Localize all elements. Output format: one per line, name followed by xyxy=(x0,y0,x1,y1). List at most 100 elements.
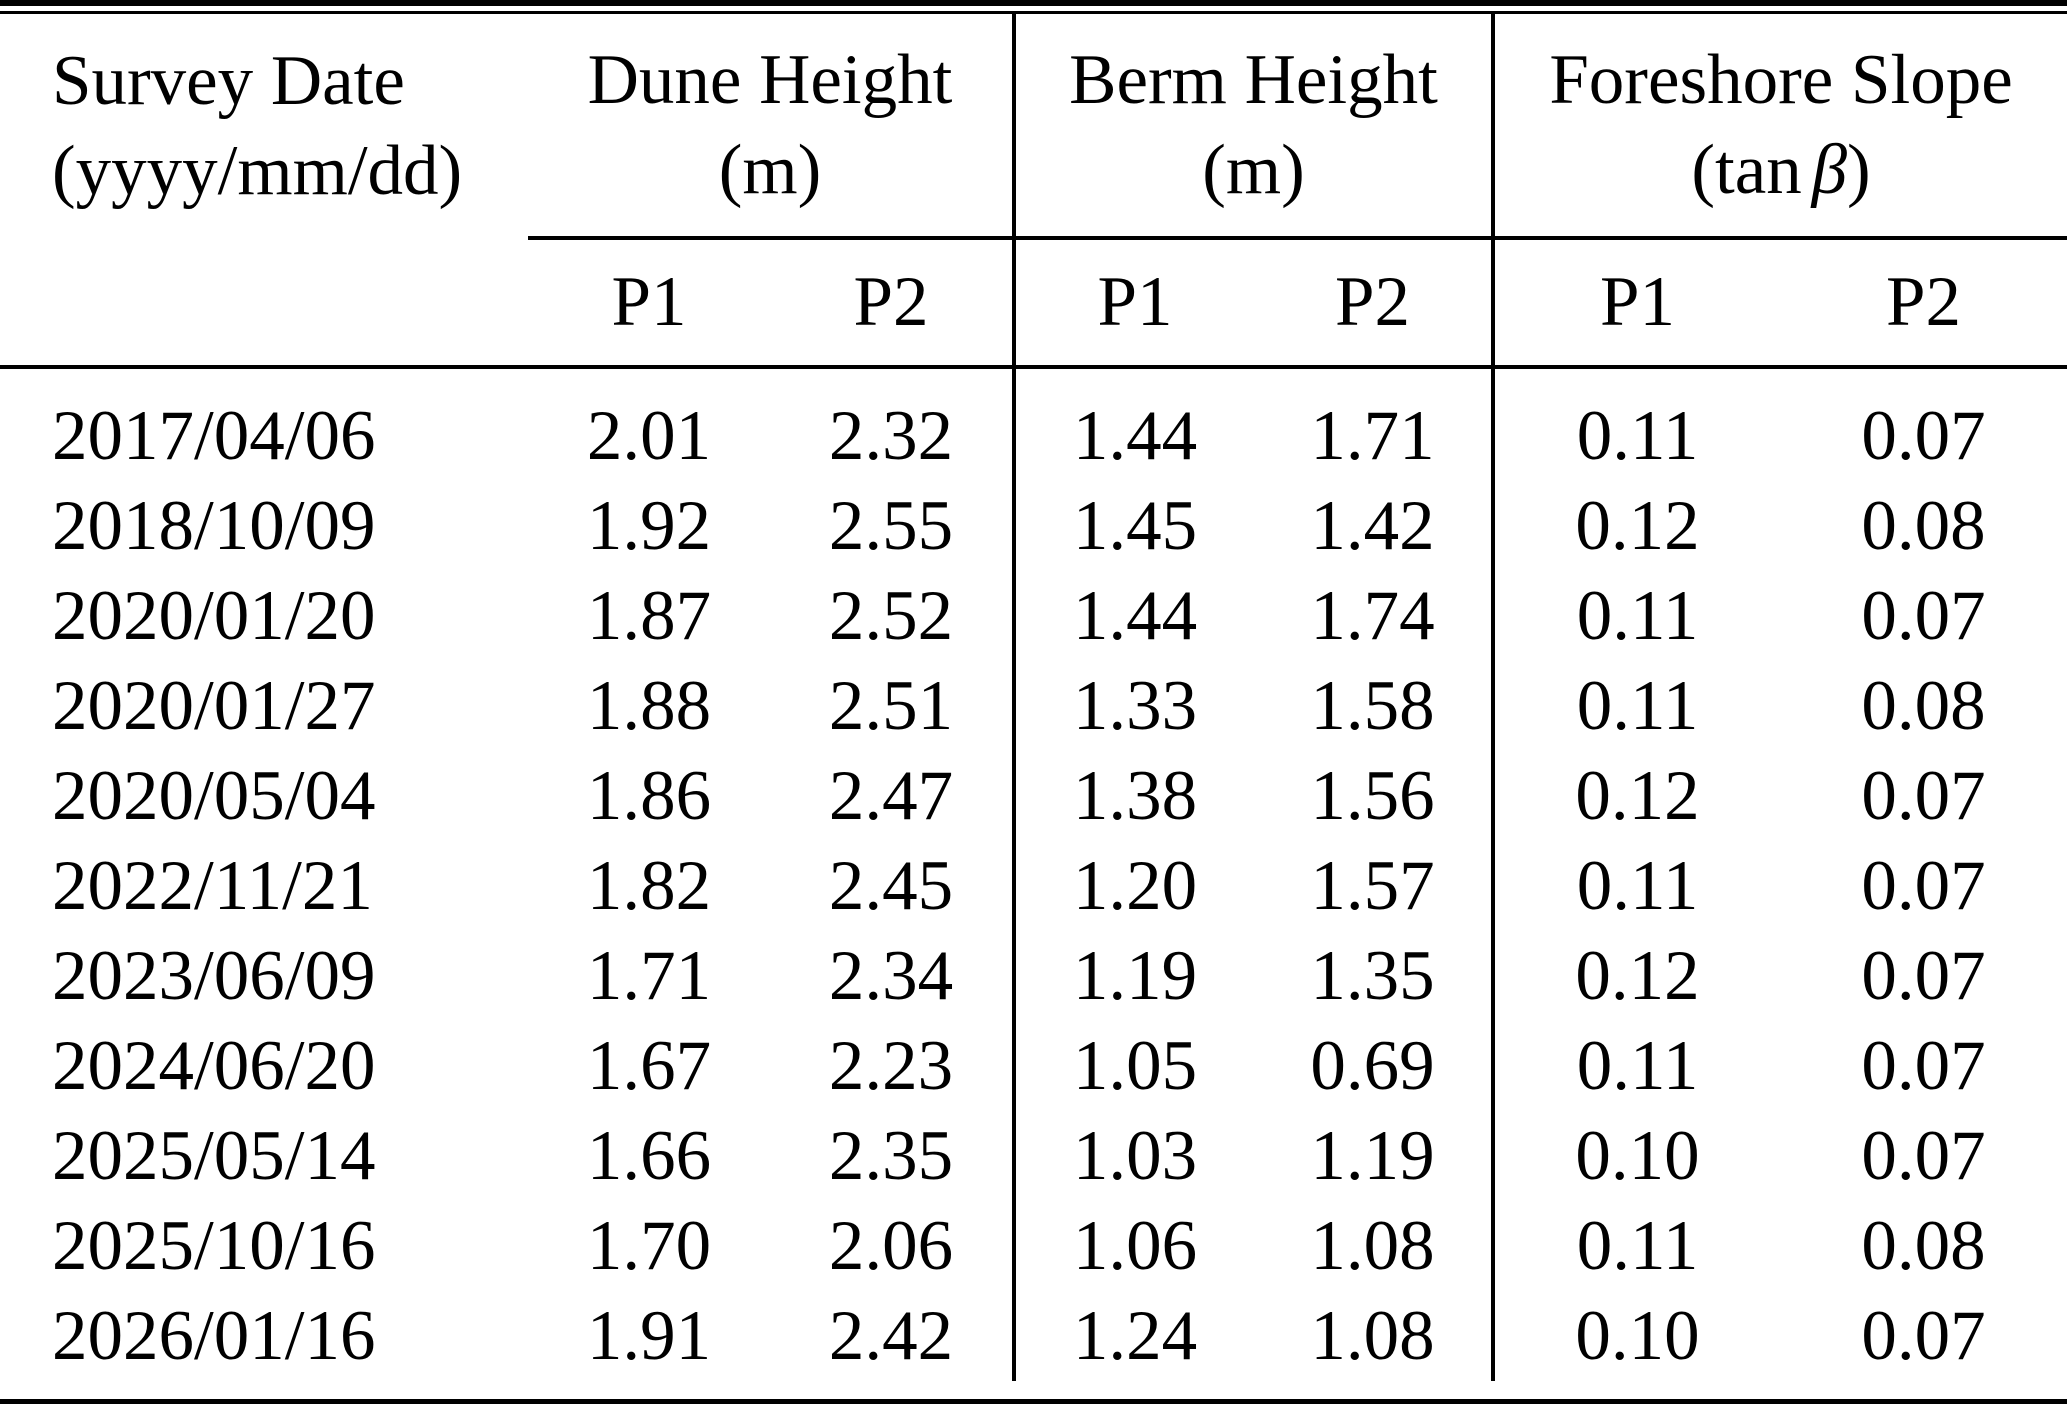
berm-height-p2-cell: 1.74 xyxy=(1310,577,1435,655)
berm-height-p2-cell: 1.56 xyxy=(1310,757,1435,835)
top-rule-thick xyxy=(0,0,2067,6)
berm-height-p2-cell: 1.08 xyxy=(1310,1297,1435,1375)
survey-date-format-label: (yyyy/mm/dd) xyxy=(52,132,463,210)
berm-height-p1-cell: 1.44 xyxy=(1012,367,1254,481)
subheader-slope-p2: P2 xyxy=(1780,238,2067,369)
dune-height-p1-cell: 1.87 xyxy=(586,577,712,655)
survey-date-cell: 2022/11/21 xyxy=(52,847,373,925)
berm-height-p2-cell: 1.42 xyxy=(1310,487,1435,565)
survey-date-cell: 2020/01/20 xyxy=(52,577,376,655)
dune-height-p1-cell: 1.88 xyxy=(586,667,712,745)
foreshore-slope-p2-cell: 0.07 xyxy=(1861,1297,1986,1375)
column-header-survey-date: Survey Date (yyyy/mm/dd) xyxy=(0,14,528,369)
berm-height-p1-cell: 1.03 xyxy=(1012,1111,1254,1201)
foreshore-slope-p1-cell: 0.10 xyxy=(1491,1291,1781,1381)
table-row: 2023/06/09 1.71 2.34 1.19 1.35 0.12 0.07 xyxy=(0,931,2067,1021)
table-row: 2020/05/04 1.86 2.47 1.38 1.56 0.12 0.07 xyxy=(0,751,2067,841)
foreshore-slope-unit-label: (tan β) xyxy=(1691,131,1870,209)
survey-date-cell: 2025/05/14 xyxy=(52,1117,376,1195)
top-rule-thin xyxy=(0,11,2067,14)
berm-height-p1-cell: 1.33 xyxy=(1012,661,1254,751)
survey-date-cell: 2020/01/27 xyxy=(52,667,376,745)
foreshore-slope-p2-cell: 0.07 xyxy=(1861,1027,1986,1105)
table-body: 2017/04/06 2.01 2.32 1.44 1.71 0.11 0.07… xyxy=(0,367,2067,1381)
survey-date-cell: 2023/06/09 xyxy=(52,937,376,1015)
foreshore-slope-label: Foreshore Slope xyxy=(1549,41,2013,119)
foreshore-slope-p1-cell: 0.11 xyxy=(1491,661,1781,751)
subheader-slope-p1: P1 xyxy=(1491,238,1781,369)
berm-height-p2-cell: 1.35 xyxy=(1310,937,1435,1015)
berm-height-unit-label: (m) xyxy=(1202,131,1305,209)
foreshore-slope-p2-cell: 0.07 xyxy=(1861,757,1986,835)
dune-height-unit-label: (m) xyxy=(718,131,822,209)
dune-height-p2-cell: 2.45 xyxy=(828,847,954,925)
foreshore-slope-p1-cell: 0.11 xyxy=(1491,1021,1781,1111)
dune-height-p1-cell: 1.86 xyxy=(586,757,712,835)
dune-height-p1-cell: 1.92 xyxy=(586,487,712,565)
foreshore-slope-p1-cell: 0.11 xyxy=(1491,367,1781,481)
table-header: Survey Date (yyyy/mm/dd) Dune Height (m)… xyxy=(0,14,2067,369)
foreshore-slope-p1-cell: 0.12 xyxy=(1491,931,1781,1021)
dune-height-p1-cell: 1.70 xyxy=(586,1207,712,1285)
close-paren-label: ) xyxy=(1847,131,1871,209)
berm-height-p2-cell: 1.57 xyxy=(1310,847,1435,925)
foreshore-slope-p2-cell: 0.07 xyxy=(1861,1117,1986,1195)
survey-date-cell: 2018/10/09 xyxy=(52,487,376,565)
dune-height-label: Dune Height xyxy=(587,41,953,119)
foreshore-slope-p1-cell: 0.11 xyxy=(1491,1201,1781,1291)
berm-height-p2-cell: 1.71 xyxy=(1310,397,1435,475)
dune-height-p2-cell: 2.51 xyxy=(828,667,954,745)
berm-height-p1-cell: 1.20 xyxy=(1012,841,1254,931)
beta-symbol: β xyxy=(1811,131,1848,209)
foreshore-slope-p2-cell: 0.07 xyxy=(1861,937,1986,1015)
subheader-berm-p1: P1 xyxy=(1012,238,1254,369)
berm-height-p2-cell: 0.69 xyxy=(1310,1027,1435,1105)
subheader-dune-p2: P2 xyxy=(770,238,1014,369)
foreshore-slope-p2-cell: 0.07 xyxy=(1861,847,1986,925)
berm-height-p1-cell: 1.19 xyxy=(1012,931,1254,1021)
dune-height-p2-cell: 2.55 xyxy=(828,487,954,565)
berm-height-p1-cell: 1.06 xyxy=(1012,1201,1254,1291)
column-header-foreshore-slope: Foreshore Slope (tan β) xyxy=(1491,14,2067,240)
survey-date-cell: 2026/01/16 xyxy=(52,1297,376,1375)
survey-date-cell: 2020/05/04 xyxy=(52,757,376,835)
dune-height-p2-cell: 2.32 xyxy=(828,397,954,475)
survey-data-table: Survey Date (yyyy/mm/dd) Dune Height (m)… xyxy=(0,14,2067,1381)
foreshore-slope-p1-cell: 0.12 xyxy=(1491,751,1781,841)
dune-height-p2-cell: 2.42 xyxy=(828,1297,954,1375)
column-header-dune-height: Dune Height (m) xyxy=(528,14,1014,240)
dune-height-p1-cell: 1.71 xyxy=(586,937,712,1015)
berm-height-p1-cell: 1.38 xyxy=(1012,751,1254,841)
foreshore-slope-p1-cell: 0.11 xyxy=(1491,841,1781,931)
dune-height-p1-cell: 1.67 xyxy=(586,1027,712,1105)
foreshore-slope-p2-cell: 0.07 xyxy=(1861,397,1986,475)
table-row: 2025/10/16 1.70 2.06 1.06 1.08 0.11 0.08 xyxy=(0,1201,2067,1291)
foreshore-slope-p2-cell: 0.08 xyxy=(1861,667,1986,745)
dune-height-p2-cell: 2.06 xyxy=(828,1207,954,1285)
foreshore-slope-p1-cell: 0.12 xyxy=(1491,481,1781,571)
foreshore-slope-p2-cell: 0.08 xyxy=(1861,487,1986,565)
berm-height-p1-cell: 1.24 xyxy=(1012,1291,1254,1381)
berm-height-p1-cell: 1.45 xyxy=(1012,481,1254,571)
table-row: 2020/01/20 1.87 2.52 1.44 1.74 0.11 0.07 xyxy=(0,571,2067,661)
berm-height-p2-cell: 1.58 xyxy=(1310,667,1435,745)
profile-header-row: P1 P2 P1 P2 P1 P2 xyxy=(0,238,2067,369)
berm-height-p1-cell: 1.05 xyxy=(1012,1021,1254,1111)
dune-height-p1-cell: 2.01 xyxy=(586,397,712,475)
berm-height-p2-cell: 1.19 xyxy=(1310,1117,1435,1195)
survey-date-cell: 2024/06/20 xyxy=(52,1027,376,1105)
foreshore-slope-p1-cell: 0.11 xyxy=(1491,571,1781,661)
dune-height-p1-cell: 1.91 xyxy=(586,1297,712,1375)
berm-height-p1-cell: 1.44 xyxy=(1012,571,1254,661)
dune-height-p1-cell: 1.66 xyxy=(586,1117,712,1195)
survey-date-cell: 2017/04/06 xyxy=(52,397,376,475)
berm-height-p2-cell: 1.08 xyxy=(1310,1207,1435,1285)
table-row: 2026/01/16 1.91 2.42 1.24 1.08 0.10 0.07 xyxy=(0,1291,2067,1381)
survey-date-cell: 2025/10/16 xyxy=(52,1207,376,1285)
table-row: 2024/06/20 1.67 2.23 1.05 0.69 0.11 0.07 xyxy=(0,1021,2067,1111)
foreshore-slope-p2-cell: 0.07 xyxy=(1861,577,1986,655)
table-row: 2020/01/27 1.88 2.51 1.33 1.58 0.11 0.08 xyxy=(0,661,2067,751)
table-row: 2018/10/09 1.92 2.55 1.45 1.42 0.12 0.08 xyxy=(0,481,2067,571)
subheader-berm-p2: P2 xyxy=(1254,238,1494,369)
